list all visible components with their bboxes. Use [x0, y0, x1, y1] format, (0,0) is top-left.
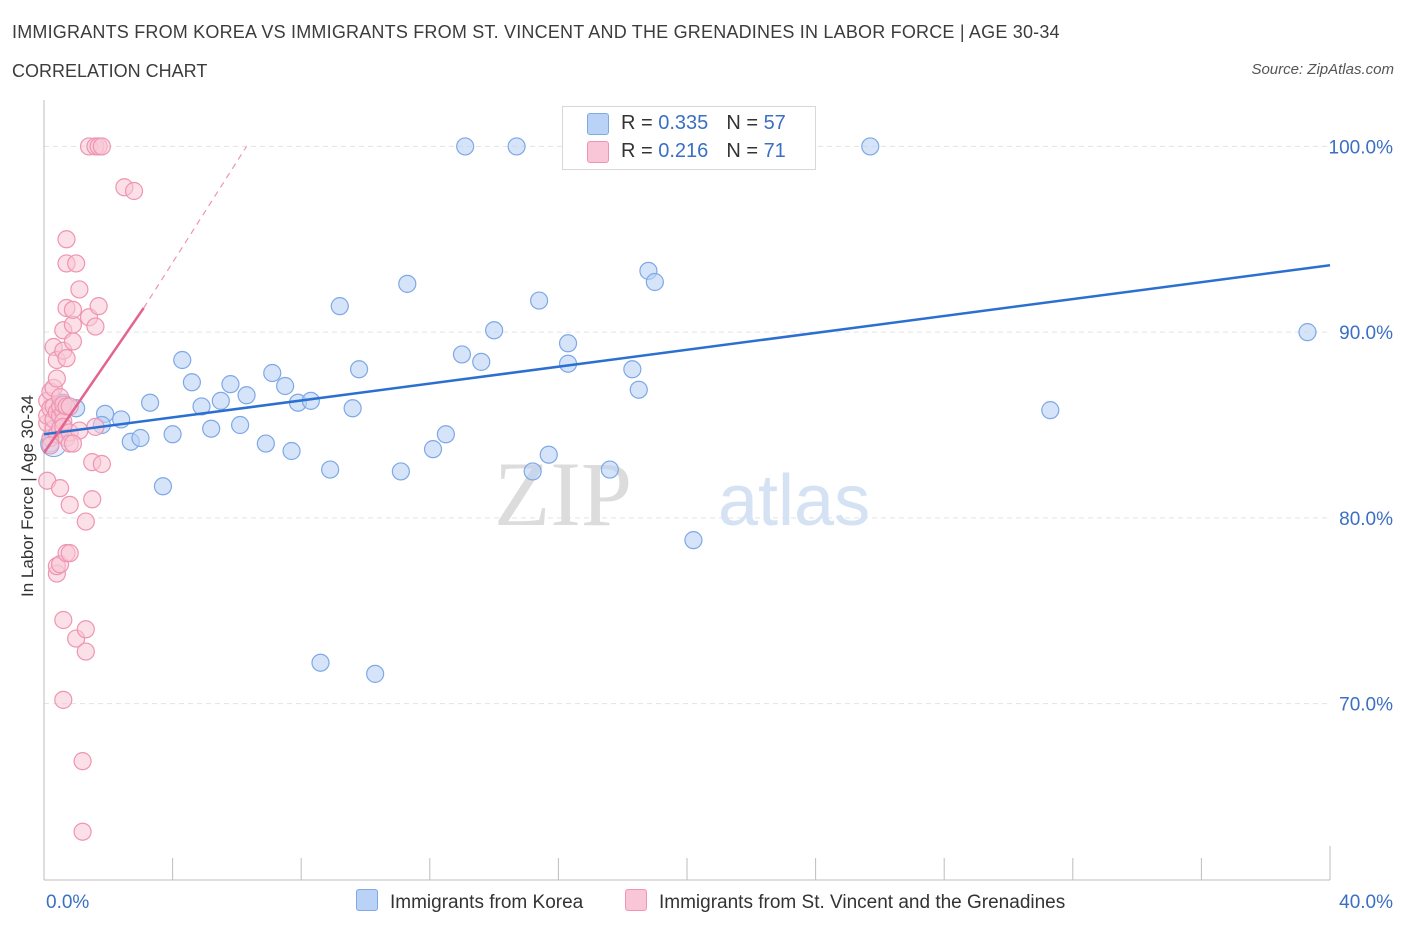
korea-point-49: [645, 272, 664, 292]
r-value-korea: 0.335: [658, 112, 709, 134]
korea-point-18: [237, 386, 256, 405]
series-svg-points: [38, 137, 144, 841]
trend-line-korea: [43, 264, 1331, 436]
y-tick-label-3: 70.0%: [1339, 695, 1393, 716]
trend-lines: [42, 146, 1331, 454]
korea-point-34: [436, 425, 455, 444]
bottom-legend-label-svg: Immigrants from St. Vincent and the Gren…: [659, 892, 1066, 913]
korea-point-51: [684, 531, 703, 550]
korea-point-16: [221, 375, 240, 394]
korea-point-32: [398, 274, 417, 293]
korea-point-28: [343, 399, 362, 418]
korea-point-29: [349, 360, 369, 379]
y-tick-label-1: 90.0%: [1339, 323, 1393, 344]
x-tick-label-0: 0.0%: [46, 892, 89, 913]
korea-point-20: [263, 363, 282, 383]
stats-legend-row-svg: R = 0.216 N = 71: [587, 140, 786, 164]
korea-point-6: [140, 393, 160, 412]
korea-point-21: [276, 376, 295, 396]
korea-point-13: [192, 397, 211, 416]
korea-point-31: [391, 462, 410, 481]
korea-point-42: [539, 445, 558, 464]
korea-point-37: [472, 352, 491, 371]
n-value-svg: 71: [763, 140, 786, 162]
korea-point-39: [507, 137, 526, 156]
watermark-atlas: atlas: [718, 461, 870, 541]
korea-point-22: [282, 441, 301, 461]
r-label-svg: R =: [621, 140, 653, 162]
korea-point-11: [173, 350, 192, 370]
n-label-svg: N =: [726, 140, 758, 162]
r-value-svg: 0.216: [658, 140, 709, 162]
trend-line-svg-extension: [143, 146, 248, 309]
y-tick-label-2: 80.0%: [1339, 509, 1393, 530]
korea-point-30: [366, 664, 385, 683]
watermark: ZIP atlas: [494, 443, 870, 545]
trend-line-svg: [42, 307, 145, 454]
korea-point-40: [523, 462, 542, 481]
bottom-legend-swatch-korea: [356, 889, 378, 911]
korea-point-15: [211, 391, 230, 410]
korea-point-14: [202, 419, 221, 438]
korea-point-36: [456, 137, 475, 156]
source-credit: Source: ZipAtlas.com: [1251, 61, 1394, 78]
korea-point-19: [256, 434, 275, 453]
korea-point-33: [423, 440, 443, 459]
korea-point-27: [330, 297, 349, 316]
bottom-legend-swatch-svg: [625, 889, 647, 911]
legend-swatch-korea: [587, 112, 609, 135]
korea-point-46: [623, 360, 642, 379]
bottom-legend-korea: Immigrants from Korea: [356, 889, 583, 914]
korea-point-12: [182, 373, 201, 392]
chart-title: IMMIGRANTS FROM KOREA VS IMMIGRANTS FROM…: [12, 22, 1060, 42]
tick-labels: 100.0% 90.0% 80.0% 70.0% 0.0% 40.0%: [46, 137, 1393, 913]
bottom-legend-svg: Immigrants from St. Vincent and the Gren…: [625, 889, 1065, 914]
korea-point-25: [311, 653, 330, 672]
korea-point-45: [600, 460, 619, 479]
korea-point-54: [1298, 323, 1317, 342]
watermark-zip: ZIP: [494, 443, 632, 545]
korea-point-52: [861, 137, 880, 156]
bottom-legend-label-korea: Immigrants from Korea: [390, 892, 584, 913]
korea-point-38: [485, 321, 504, 340]
r-label-korea: R =: [621, 112, 653, 134]
y-tick-label-0: 100.0%: [1329, 137, 1394, 158]
korea-point-43: [558, 334, 578, 353]
korea-point-17: [231, 415, 250, 435]
stats-legend-row-korea: R = 0.335 N = 57: [587, 112, 786, 136]
korea-point-47: [629, 380, 648, 399]
korea-point-9: [153, 477, 173, 496]
korea-point-26: [321, 460, 340, 479]
legend-swatch-svg: [587, 140, 609, 163]
korea-point-35: [452, 345, 472, 364]
n-label-korea: N =: [726, 112, 758, 134]
y-axis-label: In Labor Force | Age 30-34: [18, 395, 37, 597]
korea-point-8: [131, 428, 150, 448]
chart-subtitle: CORRELATION CHART: [12, 61, 208, 81]
axes: [43, 100, 1331, 881]
korea-point-53: [1041, 401, 1060, 420]
n-value-korea: 57: [763, 112, 786, 134]
stats-legend: R = 0.335 N = 57 R = 0.216 N = 71: [562, 106, 816, 170]
x-tick-label-1: 40.0%: [1339, 892, 1393, 913]
korea-point-10: [163, 425, 182, 444]
korea-point-41: [530, 291, 549, 310]
